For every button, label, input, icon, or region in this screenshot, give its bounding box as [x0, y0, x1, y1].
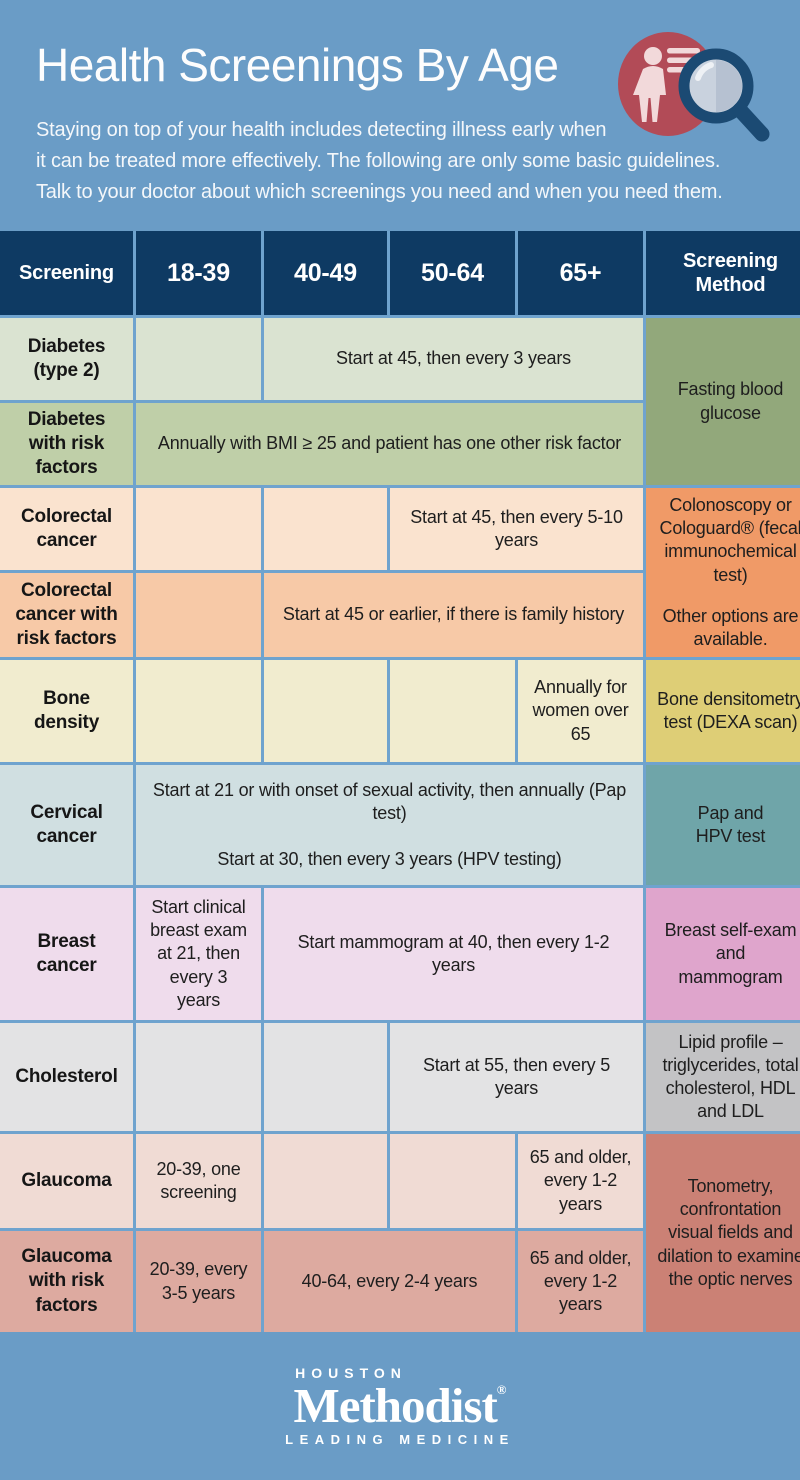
cervical-hpv-guideline: Start at 30, then every 3 years (HPV tes…: [217, 848, 562, 869]
intro-text: Staying on top of your health includes d…: [36, 115, 764, 208]
row-label-breast: Breast cancer: [0, 888, 133, 1020]
method-cervical-text: Pap and HPV test: [695, 802, 766, 846]
column-header-40-49: 40-49: [264, 231, 387, 315]
cell-colorectal-40-49-empty: [264, 488, 387, 570]
column-header-screening-method: Screening Method: [646, 231, 800, 315]
intro-line: Staying on top of your health includes d…: [36, 118, 607, 141]
method-colorectal-test: Colonoscopy or Cologuard® (fecal immunoc…: [659, 495, 800, 585]
footer: HOUSTON Methodist® LEADING MEDICINE: [0, 1332, 800, 1480]
cell-cholesterol-50-65: Start at 55, then every 5 years: [390, 1023, 643, 1131]
row-label-glaucoma: Glaucoma: [0, 1134, 133, 1228]
cell-glaucoma-risk-65plus: 65 and older, every 1-2 years: [518, 1231, 643, 1332]
cell-glaucoma-risk-40-64: 40-64, every 2-4 years: [264, 1231, 515, 1332]
column-header-screening: Screening: [0, 231, 133, 315]
cell-colorectal-risk-40-65: Start at 45 or earlier, if there is fami…: [264, 573, 643, 657]
cell-diabetes-risk-18-65: Annually with BMI ≥ 25 and patient has o…: [136, 403, 643, 485]
row-label-bone-density: Bone density: [0, 660, 133, 762]
row-label-colorectal: Colorectal cancer: [0, 488, 133, 570]
intro-line: Talk to your doctor about which screenin…: [36, 180, 723, 203]
row-label-colorectal-risk: Colorectal cancer with risk factors: [0, 573, 133, 657]
column-header-65plus: 65+: [518, 231, 643, 315]
cell-colorectal-risk-18-39-empty: [136, 573, 261, 657]
cell-bone-40-49-empty: [264, 660, 387, 762]
row-label-glaucoma-risk: Glaucoma with risk factors: [0, 1231, 133, 1332]
cell-bone-65plus: Annually for women over 65: [518, 660, 643, 762]
cell-colorectal-18-39-empty: [136, 488, 261, 570]
registered-mark: ®: [496, 1381, 507, 1397]
method-colorectal-note: Other options are available.: [662, 605, 799, 649]
cell-colorectal-50-65: Start at 45, then every 5-10 years: [390, 488, 643, 570]
cell-method-diabetes: Fasting blood glucose: [646, 318, 800, 485]
cell-method-glaucoma: Tonometry, confrontation visual fields a…: [646, 1134, 800, 1332]
cell-cholesterol-40-49-empty: [264, 1023, 387, 1131]
houston-methodist-logo: HOUSTON Methodist® LEADING MEDICINE: [285, 1365, 515, 1448]
row-label-cervical: Cervical cancer: [0, 765, 133, 885]
method-breast-text: Breast self-exam and mammogram: [664, 920, 797, 987]
row-label-cholesterol: Cholesterol: [0, 1023, 133, 1131]
cervical-pap-guideline: Start at 21 or with onset of sexual acti…: [152, 780, 627, 824]
page-title: Health Screenings By Age: [36, 39, 559, 91]
column-header-18-39: 18-39: [136, 231, 261, 315]
cell-diabetes-18-39-empty: [136, 318, 261, 400]
cell-method-bone: Bone densitometry test (DEXA scan): [646, 660, 800, 762]
person-checklist-magnifier-icon: [618, 32, 770, 142]
logo-methodist-text: Methodist®: [293, 1377, 507, 1433]
cell-method-cholesterol: Lipid profile – triglycerides, total cho…: [646, 1023, 800, 1131]
cell-glaucoma-18-39: 20-39, one screening: [136, 1134, 261, 1228]
intro-line: it can be treated more effectively. The …: [36, 149, 721, 172]
cell-glaucoma-65plus: 65 and older, every 1-2 years: [518, 1134, 643, 1228]
cell-cholesterol-18-39-empty: [136, 1023, 261, 1131]
cell-bone-50-64-empty: [390, 660, 515, 762]
cell-bone-18-39-empty: [136, 660, 261, 762]
cell-breast-40-65: Start mammogram at 40, then every 1-2 ye…: [264, 888, 643, 1020]
row-label-diabetes-risk: Diabetes with risk factors: [0, 403, 133, 485]
cell-method-cervical: Pap and HPV test: [646, 765, 800, 885]
cell-method-breast: Breast self-exam and mammogram: [646, 888, 800, 1020]
cell-breast-18-39: Start clinical breast exam at 21, then e…: [136, 888, 261, 1020]
row-label-diabetes: Diabetes (type 2): [0, 318, 133, 400]
screenings-table: Screening 18-39 40-49 50-64 65+ Screenin…: [0, 231, 800, 1332]
logo-houston-text: HOUSTON: [295, 1364, 407, 1381]
column-header-50-64: 50-64: [390, 231, 515, 315]
hero-section: Health Screenings By Age Staying on top …: [0, 0, 800, 231]
cell-glaucoma-40-49-empty: [264, 1134, 387, 1228]
cell-glaucoma-50-64-empty: [390, 1134, 515, 1228]
cell-cervical-18-65: Start at 21 or with onset of sexual acti…: [136, 765, 643, 885]
logo-tagline-text: LEADING MEDICINE: [285, 1432, 515, 1448]
cell-glaucoma-risk-18-39: 20-39, every 3-5 years: [136, 1231, 261, 1332]
cell-method-colorectal: Colonoscopy or Cologuard® (fecal immunoc…: [646, 488, 800, 657]
cell-diabetes-40-65: Start at 45, then every 3 years: [264, 318, 643, 400]
